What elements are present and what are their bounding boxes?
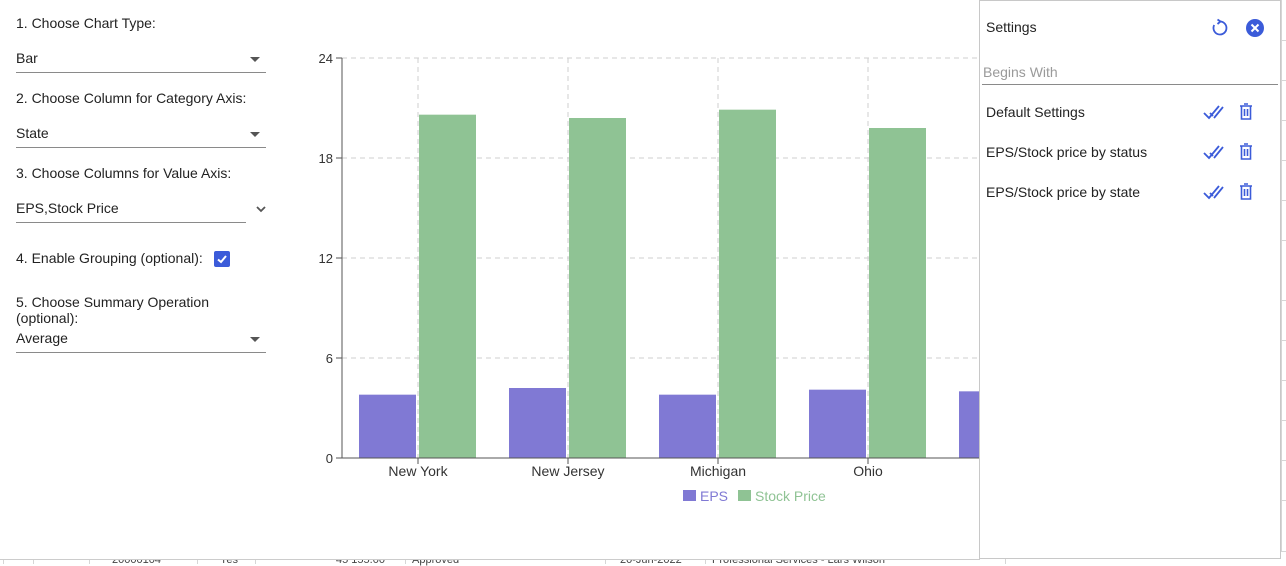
grouping-label: 4. Enable Grouping (optional): bbox=[16, 250, 203, 266]
bar-stock-price bbox=[869, 128, 926, 458]
x-tick-label: Michigan bbox=[690, 463, 746, 479]
delete-setting-button[interactable] bbox=[1236, 181, 1256, 203]
grid-row-line bbox=[1282, 160, 1286, 161]
legend-label: Stock Price bbox=[755, 488, 826, 504]
bar-stock-price bbox=[569, 118, 626, 458]
delete-setting-button[interactable] bbox=[1236, 101, 1256, 123]
grid-row-line bbox=[1282, 80, 1286, 81]
summary-operation-label: 5. Choose Summary Operation bbox=[16, 294, 209, 310]
chart-dialog: 1. Choose Chart Type: Bar 2. Choose Colu… bbox=[0, 0, 980, 560]
bar-eps bbox=[359, 395, 416, 458]
grid-row-line bbox=[1282, 120, 1286, 121]
x-tick-label: New York bbox=[388, 463, 448, 479]
grid-row-line bbox=[1282, 500, 1286, 501]
legend-label: EPS bbox=[700, 488, 728, 504]
grid-row-line bbox=[1282, 420, 1286, 421]
grid-row-line bbox=[1282, 240, 1286, 241]
reset-button[interactable] bbox=[1209, 17, 1231, 39]
setting-item-label: EPS/Stock price by state bbox=[986, 184, 1140, 200]
chevron-down-icon bbox=[256, 202, 266, 216]
setting-item-by-status[interactable]: EPS/Stock price by status bbox=[980, 132, 1280, 172]
dropdown-arrow-icon bbox=[250, 57, 260, 62]
bar-eps bbox=[809, 390, 866, 458]
setting-item-label: EPS/Stock price by status bbox=[986, 144, 1147, 160]
summary-operation-select[interactable]: Average bbox=[16, 327, 266, 353]
bar-eps bbox=[659, 395, 716, 458]
double-check-icon bbox=[1202, 141, 1224, 163]
bar-eps bbox=[509, 388, 566, 458]
grid-row-line bbox=[1282, 40, 1286, 41]
category-axis-label: 2. Choose Column for Category Axis: bbox=[16, 90, 246, 106]
dropdown-arrow-icon bbox=[250, 337, 260, 342]
legend-swatch bbox=[738, 490, 751, 501]
x-tick-label: New Jersey bbox=[531, 463, 604, 479]
bar-stock-price bbox=[719, 110, 776, 458]
summary-operation-label-optional: (optional): bbox=[16, 310, 78, 326]
trash-icon bbox=[1236, 141, 1256, 163]
trash-icon bbox=[1236, 101, 1256, 123]
apply-setting-button[interactable] bbox=[1202, 101, 1224, 123]
x-tick-label: Ohio bbox=[853, 463, 883, 479]
double-check-icon bbox=[1202, 101, 1224, 123]
value-columns-select[interactable]: EPS,Stock Price bbox=[16, 197, 246, 223]
y-tick-label: 6 bbox=[326, 351, 333, 366]
grid-row-line bbox=[1282, 200, 1286, 201]
close-button[interactable] bbox=[1244, 17, 1266, 39]
close-circle-icon bbox=[1244, 17, 1266, 39]
legend-swatch bbox=[683, 490, 696, 501]
settings-filter-input[interactable] bbox=[982, 59, 1278, 85]
setting-item-label: Default Settings bbox=[986, 104, 1085, 120]
chart-type-select[interactable]: Bar bbox=[16, 47, 266, 73]
settings-title: Settings bbox=[986, 19, 1037, 35]
delete-setting-button[interactable] bbox=[1236, 141, 1256, 163]
apply-setting-button[interactable] bbox=[1202, 181, 1224, 203]
background-grid-edge bbox=[1281, 0, 1286, 551]
category-column-value: State bbox=[16, 125, 49, 141]
grid-row-line bbox=[1282, 460, 1286, 461]
double-check-icon bbox=[1202, 181, 1224, 203]
settings-panel: Settings Default Settings EPS/Stock pric… bbox=[979, 0, 1281, 559]
grouping-checkbox[interactable] bbox=[214, 251, 230, 267]
summary-operation-value: Average bbox=[16, 330, 68, 346]
bar-eps bbox=[959, 391, 980, 458]
y-tick-label: 24 bbox=[319, 51, 333, 66]
y-tick-label: 0 bbox=[326, 451, 333, 466]
setting-item-default[interactable]: Default Settings bbox=[980, 92, 1280, 132]
dropdown-arrow-icon bbox=[250, 132, 260, 137]
chart-type-label: 1. Choose Chart Type: bbox=[16, 15, 156, 31]
setting-item-by-state[interactable]: EPS/Stock price by state bbox=[980, 172, 1280, 212]
grid-row-line bbox=[1282, 380, 1286, 381]
refresh-icon bbox=[1209, 17, 1231, 39]
bar-stock-price bbox=[419, 115, 476, 458]
grid-row-line bbox=[1282, 300, 1286, 301]
checkmark-icon bbox=[216, 253, 228, 265]
y-tick-label: 18 bbox=[319, 151, 333, 166]
value-columns-value: EPS,Stock Price bbox=[16, 200, 119, 216]
grid-row-line bbox=[1282, 340, 1286, 341]
value-axis-label: 3. Choose Columns for Value Axis: bbox=[16, 165, 231, 181]
apply-setting-button[interactable] bbox=[1202, 141, 1224, 163]
category-column-select[interactable]: State bbox=[16, 122, 266, 148]
chart-type-value: Bar bbox=[16, 50, 38, 66]
y-tick-label: 12 bbox=[319, 251, 333, 266]
trash-icon bbox=[1236, 181, 1256, 203]
